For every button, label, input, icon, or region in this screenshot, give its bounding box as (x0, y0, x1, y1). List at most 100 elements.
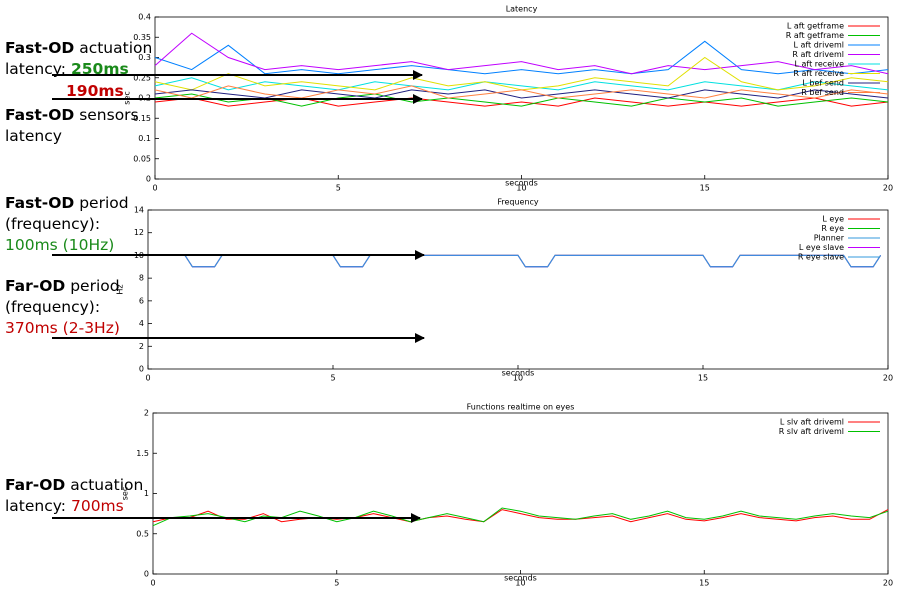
annotation-text: period (65, 277, 119, 295)
x-tick-label: 0 (150, 579, 155, 588)
y-tick-label: 0 (139, 365, 144, 374)
legend-label: L slv aft driveml (780, 418, 844, 427)
annotation: 190ms (66, 82, 124, 100)
annotation: Fast-OD actuation (5, 39, 152, 57)
x-tick-label: 20 (883, 579, 893, 588)
chart-title: Frequency (497, 198, 539, 207)
x-axis-label: seconds (504, 574, 537, 583)
annotation-text: Fast-OD (5, 194, 74, 212)
y-tick-label: 0.15 (133, 114, 151, 123)
legend-label: R slv aft driveml (779, 427, 844, 436)
annotation-text: 190ms (66, 82, 124, 100)
y-tick-label: 14 (134, 206, 144, 215)
annotation: latency: 700ms (5, 497, 124, 515)
x-tick-label: 20 (883, 184, 893, 193)
x-tick-label: 0 (152, 184, 157, 193)
x-tick-label: 15 (698, 374, 708, 383)
annotation: latency: 250ms (5, 60, 129, 78)
x-tick-label: 10 (513, 374, 523, 383)
x-axis-label: seconds (502, 369, 535, 378)
annotation-text: sensors (74, 106, 138, 124)
annotation-text: Fast-OD (5, 106, 74, 124)
y-tick-label: 0 (146, 175, 151, 184)
y-tick-label: 6 (139, 296, 144, 305)
annotation-text: latency: (5, 60, 71, 78)
series-line (152, 507, 889, 527)
series-line (154, 32, 889, 75)
series-line (148, 254, 882, 268)
legend-label: L eye (822, 215, 844, 224)
annotation-text: actuation (65, 476, 143, 494)
annotation: Far-OD actuation (5, 476, 143, 494)
y-tick-label: 0.1 (138, 134, 151, 143)
x-tick-label: 5 (330, 374, 335, 383)
annotation: (frequency): (5, 215, 100, 233)
annotation-text: 250ms (71, 60, 129, 78)
legend-label: L aft getframe (787, 22, 844, 31)
arrows (52, 70, 425, 523)
y-tick-label: 0.05 (133, 154, 151, 163)
annotation: Far-OD period (5, 277, 120, 295)
series-line (148, 254, 882, 268)
legend-label: R bef send (801, 88, 844, 97)
annotation: Fast-OD period (5, 194, 129, 212)
x-tick-label: 10 (516, 184, 526, 193)
annotation-text: 100ms (10Hz) (5, 236, 114, 254)
y-tick-label: 8 (139, 274, 144, 283)
series-line (154, 40, 889, 75)
x-tick-label: 10 (515, 579, 525, 588)
annotation-text: (frequency): (5, 215, 100, 233)
annotation-text: Far-OD (5, 476, 65, 494)
series-line (154, 85, 889, 99)
legend-label: R aft getframe (786, 31, 844, 40)
y-tick-label: 12 (134, 228, 144, 237)
y-tick-label: 4 (139, 319, 144, 328)
y-tick-label: 0.25 (133, 73, 151, 82)
y-tick-label: 0.4 (138, 13, 151, 22)
annotation-text: period (74, 194, 128, 212)
y-tick-label: 1.5 (136, 449, 149, 458)
x-tick-label: 5 (336, 184, 341, 193)
x-tick-label: 15 (700, 184, 710, 193)
chart-title: Latency (506, 5, 538, 14)
annotation-text: (frequency): (5, 298, 100, 316)
series-line (148, 254, 882, 268)
y-tick-label: 2 (139, 342, 144, 351)
annotation: 100ms (10Hz) (5, 236, 114, 254)
y-axis-label: sec (121, 487, 130, 501)
x-axis-label: seconds (505, 179, 538, 188)
x-tick-label: 20 (883, 374, 893, 383)
series-line (148, 254, 882, 268)
legend-label: L bef send (802, 79, 844, 88)
y-tick-label: 1 (144, 489, 149, 498)
legend-label: L eye slave (799, 243, 844, 252)
annotation: latency (5, 127, 62, 145)
legend-label: R aft receive (793, 69, 844, 78)
y-tick-label: 0 (144, 570, 149, 579)
series-line (154, 77, 889, 91)
y-tick-label: 0.5 (136, 529, 149, 538)
y-tick-label: 0.3 (138, 53, 151, 62)
legend-label: L aft receive (795, 60, 845, 69)
x-tick-label: 0 (145, 374, 150, 383)
legend-label: R eye (821, 224, 844, 233)
annotation-text: latency: (5, 497, 71, 515)
chart-title: Functions realtime on eyes (467, 403, 575, 412)
annotation: 370ms (2-3Hz) (5, 319, 120, 337)
annotation-text: latency (5, 127, 62, 145)
y-axis-label: Hz (116, 284, 125, 294)
plot-frame (152, 412, 889, 575)
legend-label: L aft driveml (793, 41, 844, 50)
series-line (154, 93, 889, 107)
annotation-text: 370ms (2-3Hz) (5, 319, 120, 337)
annotation-text: Far-OD (5, 277, 65, 295)
annotation-text: 700ms (71, 497, 124, 515)
legend-label: Planner (814, 234, 845, 243)
legend-label: R eye slave (798, 253, 844, 262)
annotation: (frequency): (5, 298, 100, 316)
y-tick-label: 2 (144, 409, 149, 418)
annotation-text: actuation (74, 39, 152, 57)
plot-frame (147, 209, 889, 370)
